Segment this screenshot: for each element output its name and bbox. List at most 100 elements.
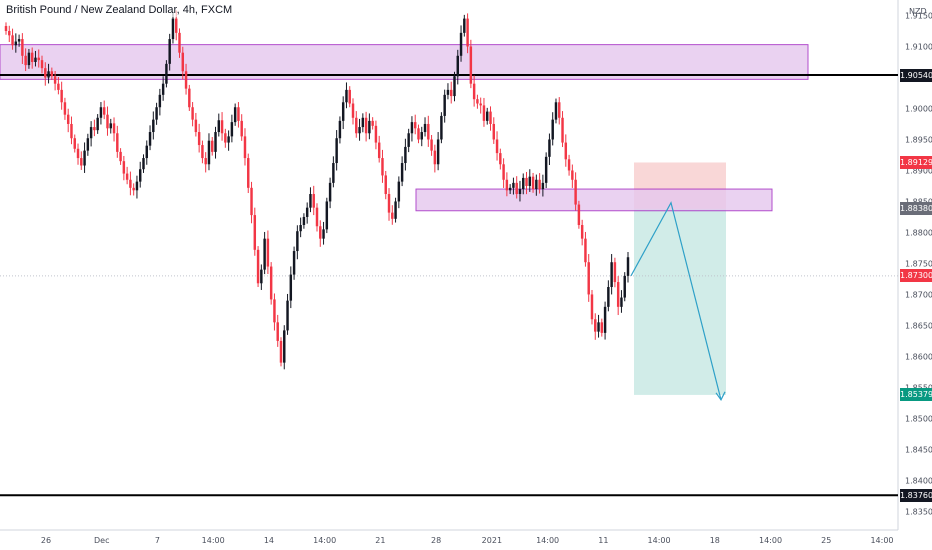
candle-body xyxy=(338,120,342,139)
candle-body xyxy=(446,89,450,95)
candle-body xyxy=(561,117,564,143)
candle-body xyxy=(358,127,361,134)
candle-body xyxy=(577,204,581,226)
candle-body xyxy=(489,111,492,124)
candle-body xyxy=(21,39,24,56)
candle-body xyxy=(292,251,296,275)
zone-rectangle xyxy=(0,44,809,80)
candle-body xyxy=(263,238,266,270)
candle-body xyxy=(384,175,387,195)
x-tick-label: 7 xyxy=(155,536,160,545)
candle-body xyxy=(594,319,597,332)
x-tick-label: 26 xyxy=(41,536,51,545)
candle-body xyxy=(73,138,76,149)
candle-body xyxy=(269,266,273,300)
x-tick-label: 14:00 xyxy=(313,536,336,545)
candle-body xyxy=(486,111,489,121)
candle-body xyxy=(502,164,505,180)
y-tick-label: 1.84500 xyxy=(905,445,932,454)
y-tick-label: 1.85500 xyxy=(905,383,932,392)
candle-body xyxy=(116,133,119,152)
x-tick-label: Dec xyxy=(94,536,109,545)
candle-body xyxy=(423,123,427,133)
y-tick-label: 1.87500 xyxy=(905,259,932,268)
candle-body xyxy=(194,119,198,133)
candle-body xyxy=(580,225,584,239)
candle-body xyxy=(407,133,410,147)
candle-body xyxy=(364,117,368,134)
candle-body xyxy=(83,150,86,166)
y-tick-label: 1.89500 xyxy=(905,135,932,144)
candle-body xyxy=(11,35,14,46)
candle-body xyxy=(60,89,63,103)
current-price-label: 1.87300 xyxy=(900,269,932,283)
candle-body xyxy=(148,132,152,146)
y-tick-label: 1.91500 xyxy=(905,11,932,20)
candle-body xyxy=(463,18,466,33)
candle-body xyxy=(603,306,607,333)
candle-body xyxy=(106,114,109,129)
candle-body xyxy=(312,194,315,208)
candle-body xyxy=(505,179,509,191)
candle-body xyxy=(168,39,171,64)
candle-body xyxy=(430,139,433,151)
candle-body xyxy=(80,158,83,166)
candle-body xyxy=(165,63,168,84)
candle-body xyxy=(328,182,332,202)
x-tick-label: 14:00 xyxy=(648,536,671,545)
candle-body xyxy=(466,18,469,47)
candle-body xyxy=(351,103,355,118)
candle-body xyxy=(57,83,60,90)
x-tick-label: 14:00 xyxy=(870,536,893,545)
candle-body xyxy=(178,32,181,53)
candle-body xyxy=(410,122,414,134)
y-tick-label: 1.84000 xyxy=(905,476,932,485)
y-tick-label: 1.85000 xyxy=(905,414,932,423)
candle-body xyxy=(119,151,122,162)
candle-body xyxy=(404,146,407,164)
candle-body xyxy=(361,117,365,128)
chart-title: British Pound / New Zealand Dollar, 4h, … xyxy=(4,3,235,17)
candle-body xyxy=(138,169,142,182)
candle-body xyxy=(325,201,329,230)
candle-body xyxy=(456,55,459,77)
candle-body xyxy=(391,212,394,219)
candle-body xyxy=(469,46,473,84)
x-tick-label: 21 xyxy=(375,536,385,545)
candle-body xyxy=(96,117,99,131)
candle-body xyxy=(531,176,535,190)
candle-body xyxy=(482,105,486,121)
candle-body xyxy=(345,89,348,103)
y-tick-label: 1.86000 xyxy=(905,352,932,361)
candle-body xyxy=(286,300,289,331)
candle-body xyxy=(309,194,312,208)
y-tick-label: 1.89000 xyxy=(905,166,932,175)
candle-body xyxy=(158,94,162,108)
candle-body xyxy=(417,128,420,140)
arrow-head-icon xyxy=(715,391,726,401)
candle-body xyxy=(37,57,40,61)
y-tick-label: 1.87000 xyxy=(905,290,932,299)
candle-body xyxy=(63,102,67,115)
candle-body xyxy=(142,158,145,170)
x-tick-label: 14:00 xyxy=(202,536,225,545)
candle-body xyxy=(161,83,165,95)
candle-body xyxy=(66,114,70,124)
level-price-label: 1.90540 xyxy=(900,68,932,82)
candle-body xyxy=(47,71,50,78)
candle-body xyxy=(24,55,27,66)
candle-body xyxy=(211,140,214,152)
candle-body xyxy=(70,123,73,139)
candle-body xyxy=(217,120,221,133)
candle-body xyxy=(440,115,443,140)
candle-body xyxy=(40,60,44,69)
candle-body xyxy=(587,262,590,295)
y-tick-label: 1.91000 xyxy=(905,42,932,51)
candle-body xyxy=(525,177,528,186)
x-tick-label: 14:00 xyxy=(759,536,782,545)
candle-body xyxy=(433,150,437,165)
candle-body xyxy=(348,89,351,104)
candle-body xyxy=(155,107,158,120)
candle-body xyxy=(479,103,482,106)
